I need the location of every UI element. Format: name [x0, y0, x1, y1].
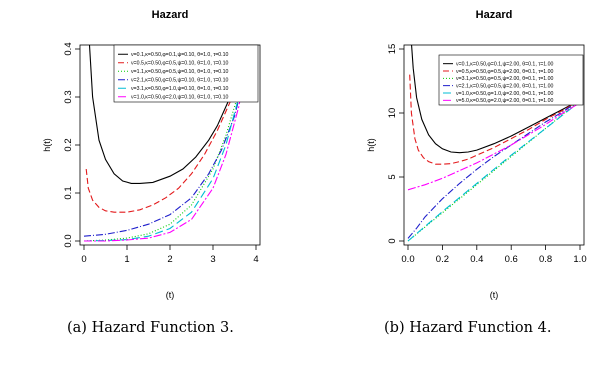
x-tick-label: 3	[210, 254, 215, 265]
legend-label: ν=1.0,κ=0.50,φ=1.0,ψ=2.00, θ=0.1, τ=1.00	[456, 91, 553, 97]
legend-label: ν=0.5,κ=0.50,φ=0.5,ψ=0.10, θ=1.0, τ=0.10	[131, 61, 228, 67]
x-tick-label: 2	[167, 254, 172, 265]
series-line-3	[83, 48, 251, 237]
series-line-0	[411, 45, 581, 154]
series-line-1	[409, 74, 581, 165]
y-tick-label: 0.0	[63, 234, 74, 247]
x-tick-label: 0	[81, 254, 86, 265]
series-line-0	[88, 45, 248, 184]
legend-label: ν=5.0,κ=0.50,φ=2.0,ψ=2.00, θ=0.1, τ=1.00	[456, 98, 553, 104]
x-tick-label: 0.8	[539, 254, 552, 265]
caption-b: (b) Hazard Function 4.	[384, 320, 552, 336]
y-tick-label: 10	[387, 108, 398, 119]
legend-label: ν=1.1,κ=0.50,φ=0.5,ψ=0.10, θ=1.0, τ=0.10	[131, 69, 228, 75]
legend-box	[113, 44, 259, 103]
y-axis-label: h(t)	[366, 138, 376, 152]
series-group	[83, 45, 251, 242]
chart-panel-1: Hazard 0.0 0.2 0.4 0.6 0.8 1.0 0 5 10 15 (t) h(t) ν=0…	[366, 9, 587, 300]
legend-label: ν=1.0,κ=0.50,φ=2.0,ψ=0.10, θ=1.0, τ=0.10	[131, 95, 228, 101]
legend-box	[438, 54, 584, 106]
x-axis-label: (t)	[490, 290, 499, 300]
x-tick-label: 0.2	[436, 254, 449, 265]
chart-title: Hazard	[476, 9, 513, 21]
x-tick-label: 1	[124, 254, 129, 265]
chart-title: Hazard	[152, 9, 189, 21]
plot-frame	[403, 44, 585, 246]
series-line-5	[84, 48, 251, 242]
x-axis-label: (t)	[166, 290, 175, 300]
legend-label: ν=0.1,κ=0.50,φ=0.1,ψ=2.00, θ=0.1, τ=1.00	[456, 61, 553, 67]
series-line-4	[83, 45, 250, 242]
legend-label: ν=0.1,κ=0.50,φ=0.1,ψ=0.10, θ=1.0, τ=0.10	[131, 52, 228, 58]
legend: ν=0.1,κ=0.50,φ=0.1,ψ=2.00, θ=0.1, τ=1.00…	[438, 54, 584, 106]
series-line-4	[407, 101, 581, 242]
x-tick-label: 4	[253, 254, 258, 265]
x-tick-label: 0.0	[401, 254, 414, 265]
legend-label: ν=3.1,κ=0.50,φ=0.5,ψ=2.00, θ=0.1, τ=1.00	[456, 76, 553, 82]
legend-label: ν=2.1,κ=0.50,φ=0.5,ψ=2.00, θ=0.1, τ=1.00	[456, 83, 553, 89]
chart-panel-0: Hazard 0 1 2 3 4 0.0 0.1 0.2 0.3 0.4 (t) h(t) ν=0.1,κ…	[42, 9, 261, 300]
caption-a: (a) Hazard Function 3.	[67, 320, 234, 336]
series-group	[407, 45, 581, 242]
series-line-3	[407, 99, 581, 239]
legend-label: ν=3.1,κ=0.50,φ=1.0,ψ=0.10, θ=1.0, τ=0.10	[131, 86, 228, 92]
y-tick-label: 0.4	[63, 42, 74, 55]
series-line-2	[407, 99, 581, 242]
y-tick-label: 0.3	[63, 90, 74, 103]
series-line-1	[85, 45, 249, 213]
y-tick-label: 15	[387, 44, 398, 55]
x-tick-label: 1.0	[573, 254, 586, 265]
y-tick-label: 0.2	[63, 138, 74, 151]
y-axis-label: h(t)	[42, 138, 52, 152]
legend-label: ν=0.5,κ=0.50,φ=0.5,ψ=2.00, θ=0.1, τ=1.00	[456, 69, 553, 75]
y-tick-label: 0.1	[63, 186, 74, 199]
series-line-5	[407, 102, 581, 191]
x-tick-label: 0.4	[470, 254, 483, 265]
legend: ν=0.1,κ=0.50,φ=0.1,ψ=0.10, θ=1.0, τ=0.10…	[113, 44, 259, 103]
y-tick-label: 0	[387, 238, 398, 243]
series-line-2	[83, 45, 250, 242]
legend-label: ν=2.1,κ=0.50,φ=0.5,ψ=0.10, θ=1.0, τ=0.10	[131, 78, 228, 84]
x-tick-label: 0.6	[505, 254, 518, 265]
y-tick-label: 5	[387, 174, 398, 179]
